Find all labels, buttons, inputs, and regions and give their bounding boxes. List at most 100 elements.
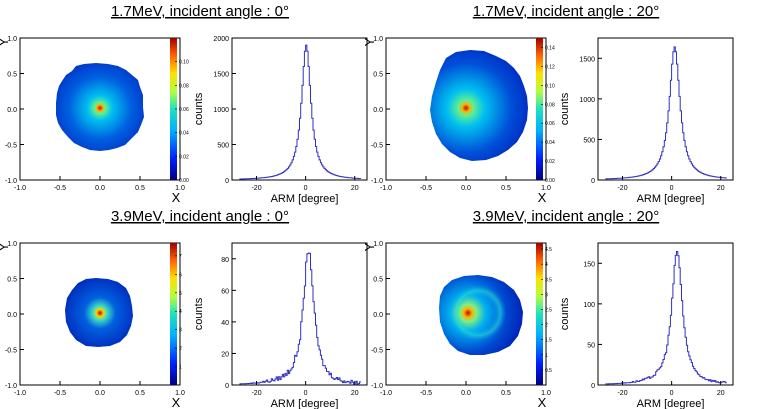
- image-x-tick-label: 1.0: [175, 390, 185, 397]
- hist-x-tick-label: -20: [251, 390, 261, 397]
- hist-y-tick-label: 500: [217, 143, 229, 150]
- image-y-tick-label: -0.5: [5, 348, 17, 355]
- hist-x-tick-label: 0: [670, 185, 674, 192]
- hist-x-tick-label: 20: [351, 390, 359, 397]
- hist-frame: [231, 37, 368, 181]
- colorbar-tick-label: 2: [179, 346, 182, 352]
- hist-x-axis-label: ARM [degree]: [637, 193, 705, 205]
- image-x-tick-label: 0.0: [95, 390, 105, 397]
- colorbar-tick-label: 1: [545, 353, 548, 359]
- image-y-tick-label: 0.5: [7, 277, 17, 284]
- colorbar-tick-label: 0.10: [545, 83, 555, 89]
- image-y-tick-label: -1.0: [371, 383, 383, 390]
- hist-x-tick-label: -20: [251, 185, 261, 192]
- panel-title: 1.7MeV, incident angle : 20°: [473, 3, 659, 20]
- image-y-axis-label: Y: [362, 242, 377, 251]
- image-x-tick-label: -0.5: [54, 185, 66, 192]
- image-y-tick-label: 0.5: [7, 72, 17, 79]
- hist-y-tick-label: 50: [587, 342, 595, 349]
- image-x-tick-label: -1.0: [14, 185, 26, 192]
- colorbar-tick-label: 0.14: [545, 45, 555, 51]
- colorbar-tick-label: 0.10: [179, 60, 189, 66]
- response-ring: [450, 285, 506, 341]
- image-x-tick-label: 0.5: [135, 185, 145, 192]
- image-x-axis-label: X: [172, 395, 181, 409]
- colorbar: [170, 243, 177, 385]
- image-x-tick-label: 1.0: [175, 185, 185, 192]
- image-y-tick-label: -0.5: [371, 348, 383, 355]
- colorbar-tick-label: 6: [179, 272, 182, 278]
- colorbar-tick-label: 0.00: [545, 178, 555, 184]
- hist-y-tick-label: 500: [583, 137, 595, 144]
- hist-y-axis-label: counts: [193, 297, 205, 330]
- image-y-axis-label: Y: [362, 37, 377, 46]
- image-y-tick-label: 0.5: [373, 72, 383, 79]
- image-y-tick-label: 0.0: [7, 312, 17, 319]
- hist-x-tick-label: 20: [717, 390, 725, 397]
- colorbar-tick-label: 3: [545, 292, 548, 298]
- hist-y-tick-label: 100: [583, 302, 595, 309]
- panel-q0: 1.7MeV, incident angle : 0° -1.0 -0.5 0.0 0…: [0, 3, 368, 205]
- image-x-tick-label: 0.0: [461, 390, 471, 397]
- colorbar-tick-label: 7: [179, 254, 182, 260]
- image-x-axis-label: X: [172, 190, 181, 205]
- image-y-tick-label: 1.0: [7, 241, 17, 248]
- colorbar-tick-label: 3: [179, 328, 182, 334]
- hist-y-tick-label: 0: [225, 178, 229, 185]
- panel-title: 3.9MeV, incident angle : 20°: [473, 208, 659, 225]
- colorbar: [536, 38, 543, 180]
- image-y-tick-label: -1.0: [5, 383, 17, 390]
- hist-frame: [597, 242, 734, 386]
- hist-y-tick-label: 60: [221, 288, 229, 295]
- response-spot: [430, 50, 528, 161]
- panel-title: 3.9MeV, incident angle : 0°: [111, 208, 289, 225]
- hist-y-axis-label: counts: [559, 297, 571, 330]
- hist-line: [605, 251, 727, 385]
- image-y-tick-label: 0.0: [373, 312, 383, 319]
- image-y-tick-label: 1.0: [373, 241, 383, 248]
- response-spot: [56, 63, 144, 151]
- hist-x-axis-label: ARM [degree]: [271, 398, 339, 409]
- hist-x-tick-label: 20: [717, 185, 725, 192]
- hist-x-tick-label: 20: [351, 185, 359, 192]
- image-y-tick-label: -1.0: [371, 178, 383, 185]
- hist-y-tick-label: 20: [221, 351, 229, 358]
- colorbar-tick-label: 0.08: [545, 102, 555, 108]
- hist-x-tick-label: 0: [304, 185, 308, 192]
- hist-y-tick-label: 1000: [213, 107, 229, 114]
- hist-x-axis-label: ARM [degree]: [637, 398, 705, 409]
- hist-frame: [231, 242, 368, 386]
- colorbar: [170, 38, 177, 180]
- image-x-tick-label: 0.5: [501, 185, 511, 192]
- image-x-tick-label: 1.0: [541, 390, 551, 397]
- hist-y-tick-label: 1500: [213, 72, 229, 79]
- hist-y-tick-label: 2000: [213, 36, 229, 43]
- panel-q1: 1.7MeV, incident angle : 20° -1.0 -0.5 0.0…: [362, 3, 734, 205]
- image-x-tick-label: -1.0: [380, 390, 392, 397]
- panel-q2: 3.9MeV, incident angle : 0° -1.0 -0.5 0.0 0…: [0, 208, 368, 409]
- image-y-tick-label: 1.0: [7, 36, 17, 43]
- hist-y-tick-label: 1000: [579, 97, 595, 104]
- hist-line: [239, 252, 361, 386]
- hist-y-axis-label: counts: [559, 92, 571, 125]
- colorbar-tick-label: 4: [545, 262, 548, 268]
- image-x-axis-label: X: [538, 395, 547, 409]
- colorbar-tick-label: 2: [545, 323, 548, 329]
- colorbar-tick-label: 5: [179, 291, 182, 297]
- colorbar: [536, 243, 543, 385]
- hist-x-tick-label: 0: [304, 390, 308, 397]
- hist-x-tick-label: -20: [617, 390, 627, 397]
- hist-y-tick-label: 1500: [579, 56, 595, 63]
- image-x-tick-label: -0.5: [420, 185, 432, 192]
- image-y-tick-label: 1.0: [373, 36, 383, 43]
- hist-y-tick-label: 0: [591, 178, 595, 185]
- colorbar-tick-label: 0.06: [545, 121, 555, 127]
- response-spot: [65, 278, 133, 347]
- image-y-tick-label: -0.5: [371, 143, 383, 150]
- hist-y-tick-label: 40: [221, 320, 229, 327]
- colorbar-tick-label: 1.5: [545, 338, 552, 344]
- colorbar-tick-label: 0.00: [179, 178, 189, 184]
- image-x-tick-label: -1.0: [380, 185, 392, 192]
- hist-x-tick-label: 0: [670, 390, 674, 397]
